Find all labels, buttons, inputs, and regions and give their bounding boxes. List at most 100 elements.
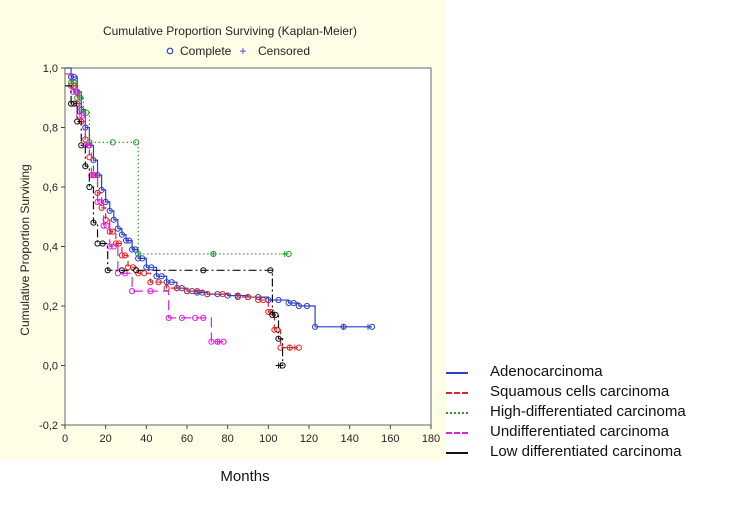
complete-marker	[104, 267, 111, 274]
complete-marker	[135, 255, 142, 262]
x-tick-label: 180	[422, 433, 440, 445]
legend-label: High-differentiated carcinoma	[490, 403, 686, 420]
complete-marker	[110, 243, 117, 250]
chart-plot: Cumulative Proportion Surviving (Kaplan-…	[18, 24, 440, 445]
complete-marker	[192, 314, 199, 321]
complete-marker	[178, 314, 186, 321]
x-tick-label: 80	[222, 433, 234, 445]
legend-swatch-squamous	[446, 392, 468, 394]
complete-marker	[183, 288, 191, 295]
complete-marker	[110, 216, 117, 223]
complete-marker-icon	[166, 47, 174, 55]
complete-marker	[71, 100, 78, 107]
legend-label: Adenocarcinoma	[490, 363, 603, 380]
complete-marker	[139, 255, 146, 262]
complete-marker	[121, 252, 129, 259]
complete-marker	[78, 142, 85, 149]
complete-marker	[295, 302, 302, 310]
censored-marker-icon: +	[239, 44, 246, 58]
complete-marker	[204, 291, 211, 298]
complete-marker	[114, 225, 121, 232]
complete-marker	[85, 142, 92, 149]
complete-marker	[265, 308, 272, 316]
complete-marker	[71, 79, 78, 86]
complete-marker	[71, 73, 78, 81]
plot-area	[64, 67, 432, 426]
complete-marker	[80, 109, 87, 116]
legend-swatch-undifferentiated	[446, 432, 468, 434]
y-tick-label: 0,2	[43, 301, 58, 313]
complete-marker	[82, 163, 89, 170]
complete-marker	[133, 267, 140, 274]
x-tick-label: 0	[62, 433, 68, 445]
complete-marker	[115, 240, 122, 247]
x-tick-label: 120	[300, 433, 318, 445]
complete-marker	[269, 311, 276, 319]
complete-marker	[86, 183, 93, 191]
x-tick-label: 140	[340, 433, 358, 445]
y-axis: 1,0 0,8 0,6 0,4 0,2 0,0 -0,2	[39, 63, 65, 432]
complete-marker	[200, 267, 207, 274]
complete-marker	[272, 311, 279, 319]
legend-label: Low differentiated carcinoma	[490, 443, 682, 460]
complete-marker	[73, 88, 80, 95]
curve-3	[65, 73, 224, 343]
legend-label: Undifferentiated carcinoma	[490, 423, 669, 440]
complete-marker	[133, 139, 140, 146]
complete-marker	[109, 139, 116, 146]
complete-marker	[312, 323, 319, 330]
complete-marker	[76, 112, 83, 119]
complete-marker	[77, 94, 84, 101]
legend-swatch-adenocarcinoma	[446, 372, 468, 374]
complete-marker	[122, 237, 130, 244]
complete-marker	[194, 288, 201, 295]
y-tick-label: 1,0	[43, 63, 58, 75]
complete-marker	[90, 219, 97, 226]
legend-swatch-high-differentiated	[446, 412, 468, 414]
complete-marker	[275, 296, 282, 304]
complete-marker	[147, 288, 154, 295]
survival-curves	[65, 67, 376, 369]
y-tick-label: 0,4	[43, 242, 58, 254]
complete-marker	[173, 285, 180, 292]
complete-marker	[274, 326, 281, 333]
marker-legend: Complete + Censored	[166, 44, 310, 58]
complete-marker	[94, 198, 101, 205]
complete-marker	[135, 250, 142, 258]
complete-marker	[271, 326, 278, 333]
y-axis-label: Cumulative Proportion Surviving	[18, 164, 32, 335]
complete-marker	[99, 240, 106, 247]
complete-marker	[147, 279, 154, 286]
y-tick-label: 0,0	[43, 361, 58, 373]
x-tick-label: 20	[100, 433, 112, 445]
complete-marker	[118, 267, 126, 274]
complete-marker	[268, 308, 275, 316]
chart-title: Cumulative Proportion Surviving (Kaplan-…	[103, 24, 357, 38]
complete-marker	[275, 335, 282, 342]
complete-marker	[125, 237, 133, 244]
complete-marker	[260, 296, 267, 304]
complete-marker	[106, 207, 113, 214]
y-tick-label: -0,2	[39, 420, 58, 432]
complete-marker	[83, 109, 90, 116]
complete-marker	[234, 293, 241, 301]
marker-legend-complete: Complete	[180, 44, 232, 58]
complete-marker	[114, 270, 121, 277]
complete-marker	[267, 267, 274, 274]
x-tick-label: 160	[381, 433, 399, 445]
x-tick-label: 40	[140, 433, 152, 445]
complete-marker	[290, 299, 297, 307]
complete-marker	[103, 222, 110, 229]
complete-marker	[118, 252, 126, 259]
x-axis-label: Months	[220, 468, 270, 485]
legend-label: Squamous cells carcinoma	[490, 383, 670, 400]
legend-swatch-low-differentiated	[446, 452, 468, 454]
complete-marker	[200, 314, 207, 321]
y-tick-label: 0,6	[43, 182, 58, 194]
complete-marker	[79, 112, 86, 119]
complete-marker	[208, 338, 215, 345]
complete-marker	[68, 100, 75, 107]
x-axis: 0 20 40 60 80 100 120 140 160 180	[62, 425, 440, 445]
complete-marker	[277, 344, 284, 351]
complete-marker	[74, 118, 81, 125]
